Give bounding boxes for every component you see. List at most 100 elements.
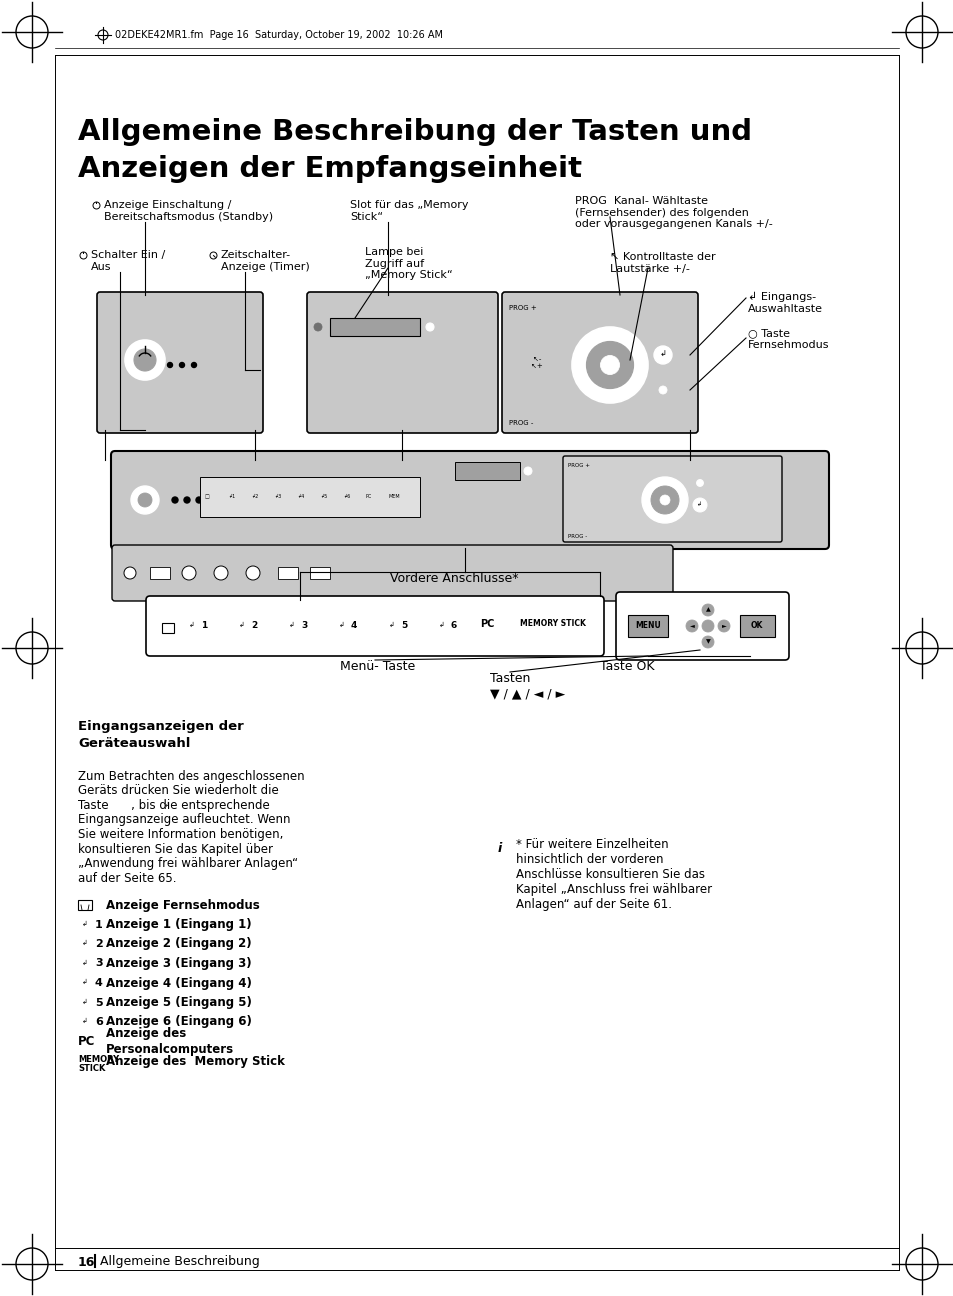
Text: i: i xyxy=(497,841,501,854)
Circle shape xyxy=(246,566,260,581)
Text: Lampe bei
Zugriff auf
„Memory Stick“: Lampe bei Zugriff auf „Memory Stick“ xyxy=(365,248,453,280)
Bar xyxy=(200,477,419,517)
Text: 4: 4 xyxy=(95,978,103,988)
Text: ○ Taste
Fernsehmodus: ○ Taste Fernsehmodus xyxy=(747,328,828,350)
Circle shape xyxy=(572,327,647,403)
Circle shape xyxy=(659,495,669,505)
Text: MENU: MENU xyxy=(635,622,660,630)
Text: Zeitschalter-
Anzeige (Timer): Zeitschalter- Anzeige (Timer) xyxy=(221,250,310,272)
FancyBboxPatch shape xyxy=(616,592,788,660)
Circle shape xyxy=(435,619,449,632)
Text: ↲ Eingangs-
Auswahltaste: ↲ Eingangs- Auswahltaste xyxy=(747,292,822,314)
Text: Taste      , bis die entsprechende: Taste , bis die entsprechende xyxy=(78,800,270,813)
Bar xyxy=(162,623,173,632)
Text: ↲: ↲ xyxy=(697,502,702,507)
Text: Zum Betrachten des angeschlossenen: Zum Betrachten des angeschlossenen xyxy=(78,770,304,783)
Text: Schalter Ein /
Aus: Schalter Ein / Aus xyxy=(91,250,165,272)
Text: Tasten
▼ / ▲ / ◄ / ►: Tasten ▼ / ▲ / ◄ / ► xyxy=(490,673,565,700)
Text: 1: 1 xyxy=(201,622,207,630)
FancyBboxPatch shape xyxy=(562,456,781,542)
Text: Eingangsanzeige aufleuchtet. Wenn: Eingangsanzeige aufleuchtet. Wenn xyxy=(78,814,291,827)
FancyBboxPatch shape xyxy=(97,292,263,433)
Text: ↲: ↲ xyxy=(389,622,395,629)
Circle shape xyxy=(161,800,172,813)
Text: ↲: ↲ xyxy=(239,622,245,629)
Text: ↖-
↖+: ↖- ↖+ xyxy=(531,355,542,368)
Circle shape xyxy=(490,839,510,858)
Text: Menü- Taste: Menü- Taste xyxy=(339,660,415,673)
Circle shape xyxy=(168,363,172,368)
Circle shape xyxy=(654,346,671,364)
FancyBboxPatch shape xyxy=(146,596,603,656)
Text: 4: 4 xyxy=(351,622,357,630)
FancyBboxPatch shape xyxy=(501,292,698,433)
Text: Eingangsanzeigen der
Geräteauswahl: Eingangsanzeigen der Geräteauswahl xyxy=(78,721,244,750)
Circle shape xyxy=(701,619,713,632)
Circle shape xyxy=(701,636,713,648)
Text: PROG +: PROG + xyxy=(509,305,537,311)
Text: Slot für das „Memory
Stick“: Slot für das „Memory Stick“ xyxy=(350,200,468,222)
Text: Anzeige 1 (Eingang 1): Anzeige 1 (Eingang 1) xyxy=(106,918,252,931)
Text: ↲: ↲ xyxy=(659,350,666,359)
Text: Anzeige 6 (Eingang 6): Anzeige 6 (Eingang 6) xyxy=(106,1016,252,1029)
Circle shape xyxy=(659,386,666,394)
Circle shape xyxy=(586,341,633,389)
Text: 3: 3 xyxy=(301,622,307,630)
Text: ↲2: ↲2 xyxy=(251,495,258,499)
Circle shape xyxy=(192,363,196,368)
Text: 02DEKE42MR1.fm  Page 16  Saturday, October 19, 2002  10:26 AM: 02DEKE42MR1.fm Page 16 Saturday, October… xyxy=(115,30,442,40)
Circle shape xyxy=(335,619,349,632)
Text: 2: 2 xyxy=(95,940,103,949)
Bar xyxy=(78,899,91,910)
Text: ↲: ↲ xyxy=(82,940,88,946)
Circle shape xyxy=(718,619,729,632)
Circle shape xyxy=(184,496,190,503)
Circle shape xyxy=(78,1015,91,1029)
Text: PC: PC xyxy=(479,619,494,629)
Circle shape xyxy=(426,323,434,330)
Text: Anzeige 2 (Eingang 2): Anzeige 2 (Eingang 2) xyxy=(106,937,252,950)
Circle shape xyxy=(234,619,249,632)
Circle shape xyxy=(641,477,687,524)
Circle shape xyxy=(599,355,618,375)
Circle shape xyxy=(696,480,702,486)
Text: Anzeigen der Empfangseinheit: Anzeigen der Empfangseinheit xyxy=(78,156,581,183)
Text: ↲3: ↲3 xyxy=(274,495,281,499)
Text: Anzeige 3 (Eingang 3): Anzeige 3 (Eingang 3) xyxy=(106,956,252,969)
Text: OK: OK xyxy=(750,622,762,630)
Circle shape xyxy=(179,363,184,368)
Bar xyxy=(310,568,330,579)
Text: Allgemeine Beschreibung der Tasten und: Allgemeine Beschreibung der Tasten und xyxy=(78,118,751,146)
Text: PROG -: PROG - xyxy=(567,534,587,539)
Circle shape xyxy=(523,467,532,476)
Text: Anzeige des  Memory Stick: Anzeige des Memory Stick xyxy=(106,1055,285,1068)
Bar xyxy=(627,616,667,638)
Text: Anzeige 5 (Eingang 5): Anzeige 5 (Eingang 5) xyxy=(106,997,252,1010)
Circle shape xyxy=(650,486,679,515)
Circle shape xyxy=(314,323,322,330)
Circle shape xyxy=(78,995,91,1010)
Text: * Für weitere Einzelheiten
hinsichtlich der vorderen
Anschlüsse konsultieren Sie: * Für weitere Einzelheiten hinsichtlich … xyxy=(516,839,711,911)
Text: MEM: MEM xyxy=(389,495,400,499)
Circle shape xyxy=(185,619,199,632)
Text: MEMORY STICK: MEMORY STICK xyxy=(519,619,585,629)
Text: 6: 6 xyxy=(451,622,456,630)
Text: Taste OK: Taste OK xyxy=(599,660,654,673)
Text: 1: 1 xyxy=(95,919,103,929)
Text: 6: 6 xyxy=(95,1017,103,1026)
Text: 2: 2 xyxy=(251,622,257,630)
Circle shape xyxy=(385,619,398,632)
Text: PROG +: PROG + xyxy=(567,463,589,468)
Text: auf der Seite 65.: auf der Seite 65. xyxy=(78,871,176,884)
Text: 3: 3 xyxy=(95,959,103,968)
Text: ►: ► xyxy=(720,623,725,629)
Circle shape xyxy=(125,340,165,380)
Text: Anzeige Einschaltung /
Bereitschaftsmodus (Standby): Anzeige Einschaltung / Bereitschaftsmodu… xyxy=(104,200,273,222)
Bar xyxy=(277,568,297,579)
Text: PC: PC xyxy=(366,495,372,499)
Text: ↲: ↲ xyxy=(438,622,444,629)
Circle shape xyxy=(133,349,156,371)
Text: ↲: ↲ xyxy=(82,920,88,927)
Text: ◄: ◄ xyxy=(689,623,694,629)
Text: ↲: ↲ xyxy=(82,978,88,985)
